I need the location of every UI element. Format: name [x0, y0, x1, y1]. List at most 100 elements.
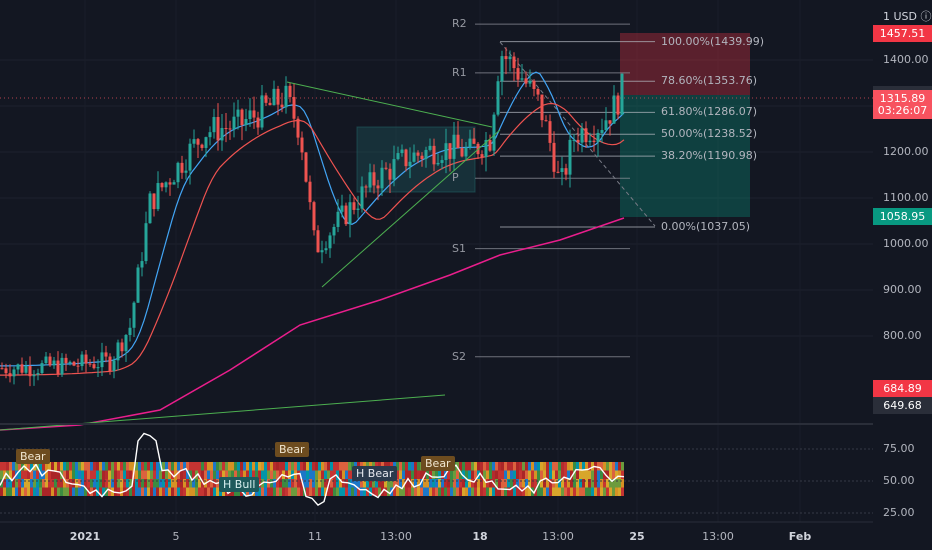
heatmap-cell: [438, 479, 441, 488]
heatmap-cell: [114, 462, 117, 471]
heatmap-cell: [252, 470, 255, 479]
price-axis[interactable]: 1 USD ⓘ 1400.001300.001200.001100.001000…: [873, 0, 932, 550]
heatmap-cell: [531, 462, 534, 471]
time-tick-label: 13:00: [380, 530, 412, 543]
heatmap-cell: [246, 470, 249, 479]
heatmap-cell: [480, 487, 483, 496]
heatmap-cell: [600, 462, 603, 471]
heatmap-cell: [210, 462, 213, 471]
heatmap-cell: [315, 487, 318, 496]
heatmap-cell: [603, 462, 606, 471]
heatmap-cell: [222, 462, 225, 471]
heatmap-cell: [210, 487, 213, 496]
heatmap-cell: [213, 470, 216, 479]
heatmap-cell: [501, 487, 504, 496]
candle-body: [620, 73, 624, 115]
heatmap-cell: [12, 470, 15, 479]
heatmap-cell: [522, 470, 525, 479]
heatmap-cell: [207, 479, 210, 488]
heatmap-cell: [282, 462, 285, 471]
heatmap-cell: [57, 462, 60, 471]
candle-body: [332, 226, 336, 236]
heatmap-cell: [486, 462, 489, 471]
heatmap-cell: [558, 487, 561, 496]
heatmap-cell: [471, 479, 474, 488]
heatmap-cell: [162, 470, 165, 479]
time-tick-label: 18: [472, 530, 488, 543]
heatmap-cell: [603, 479, 606, 488]
heatmap-cell: [555, 487, 558, 496]
heatmap-cell: [507, 470, 510, 479]
signal-badge-bear: Bear: [275, 442, 309, 457]
heatmap-cell: [465, 479, 468, 488]
heatmap-cell: [303, 470, 306, 479]
heatmap-cell: [273, 487, 276, 496]
heatmap-cell: [15, 487, 18, 496]
fib-level-label: 78.60%(1353.76): [661, 74, 758, 88]
heatmap-cell: [540, 479, 543, 488]
heatmap-cell: [399, 462, 402, 471]
heatmap-cell: [195, 462, 198, 471]
heatmap-cell: [429, 487, 432, 496]
heatmap-cell: [522, 479, 525, 488]
heatmap-cell: [483, 479, 486, 488]
price-tick-label: 1400.00: [883, 53, 929, 66]
heatmap-cell: [408, 470, 411, 479]
heatmap-cell: [87, 479, 90, 488]
heatmap-cell: [459, 487, 462, 496]
currency-label[interactable]: 1 USD ⓘ: [883, 10, 932, 23]
heatmap-cell: [177, 470, 180, 479]
heatmap-cell: [102, 462, 105, 471]
heatmap-cell: [474, 462, 477, 471]
heatmap-cell: [543, 487, 546, 496]
candle-body: [376, 185, 380, 189]
price-tag: 1457.51: [873, 25, 932, 43]
heatmap-cell: [276, 462, 279, 471]
heatmap-cell: [606, 462, 609, 471]
ma-long-line: [0, 217, 625, 431]
heatmap-cell: [450, 487, 453, 496]
pivot-label: S1: [452, 241, 466, 255]
heatmap-cell: [216, 487, 219, 496]
heatmap-cell: [84, 462, 87, 471]
heatmap-cell: [615, 487, 618, 496]
candle-body: [412, 152, 416, 162]
candle-body: [104, 352, 108, 357]
heatmap-cell: [333, 462, 336, 471]
candle-body: [384, 167, 388, 169]
heatmap-cell: [402, 462, 405, 471]
signal-badge-bear: Bear: [421, 456, 455, 471]
candle-body: [64, 357, 68, 364]
candle-body: [8, 373, 12, 377]
heatmap-cell: [36, 479, 39, 488]
candle-body: [112, 360, 116, 372]
candle-body: [280, 104, 284, 108]
heatmap-cell: [576, 470, 579, 479]
heatmap-cell: [468, 479, 471, 488]
candle-body: [320, 250, 324, 253]
candle-body: [132, 302, 136, 328]
heatmap-cell: [9, 470, 12, 479]
heatmap-cell: [339, 462, 342, 471]
heatmap-cell: [9, 479, 12, 488]
heatmap-cell: [165, 479, 168, 488]
heatmap-cell: [162, 462, 165, 471]
heatmap-cell: [72, 470, 75, 479]
heatmap-cell: [558, 470, 561, 479]
candle-body: [488, 139, 492, 151]
heatmap-cell: [582, 487, 585, 496]
candle-body: [120, 342, 124, 352]
heatmap-cell: [438, 487, 441, 496]
candle-body: [576, 139, 580, 143]
heatmap-cell: [102, 479, 105, 488]
heatmap-cell: [387, 479, 390, 488]
heatmap-cell: [198, 462, 201, 471]
heatmap-cell: [99, 487, 102, 496]
heatmap-cell: [345, 470, 348, 479]
heatmap-cell: [444, 479, 447, 488]
heatmap-cell: [312, 479, 315, 488]
heatmap-cell: [30, 462, 33, 471]
heatmap-cell: [357, 487, 360, 496]
candle-body: [276, 88, 280, 105]
heatmap-cell: [522, 462, 525, 471]
